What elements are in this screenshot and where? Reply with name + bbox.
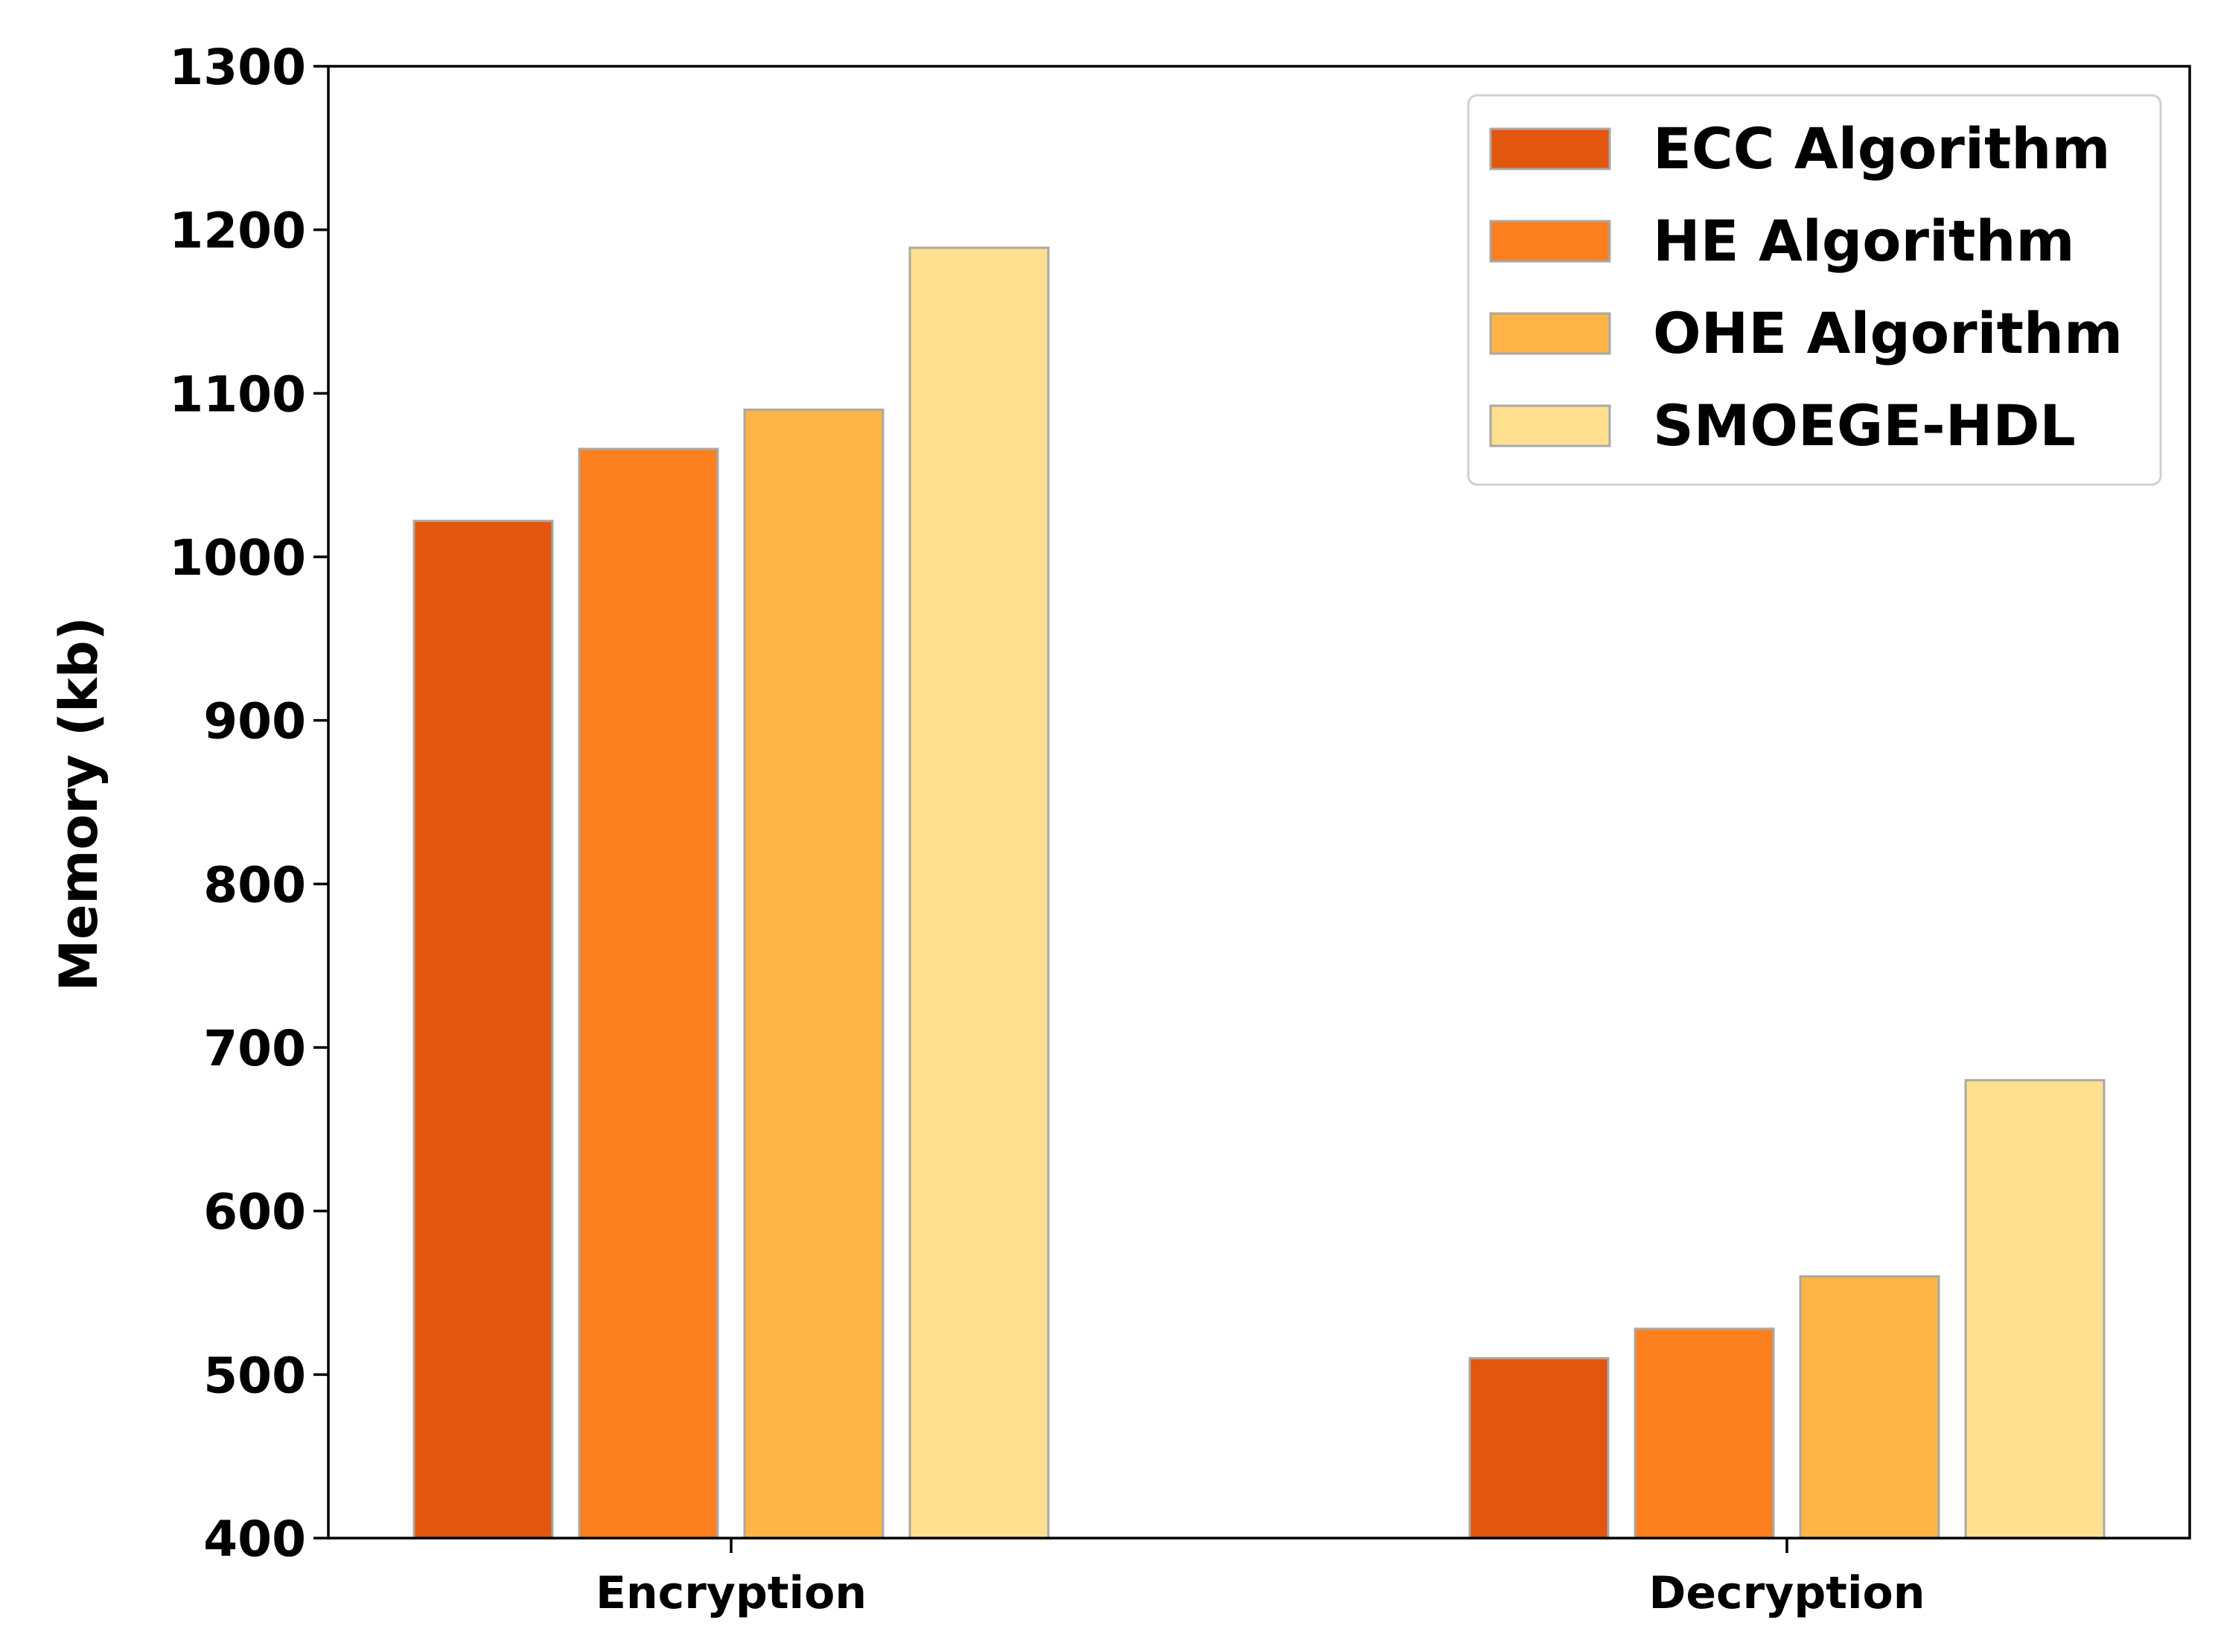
y-tick-label: 1100 <box>169 366 306 423</box>
bar-he-algorithm-decryption <box>1634 1327 1775 1540</box>
plot-frame <box>327 65 2191 1540</box>
legend-label: OHE Algorithm <box>1653 300 2123 366</box>
y-tick-label: 400 <box>203 1511 306 1568</box>
y-tick-label: 700 <box>203 1020 306 1077</box>
y-tick-label: 500 <box>203 1347 306 1404</box>
y-tick-label: 1300 <box>169 39 306 96</box>
y-tick-label: 600 <box>203 1184 306 1241</box>
bar-he-algorithm-encryption <box>578 447 719 1540</box>
x-axis-ticks: Encryption Decryption <box>596 1538 1925 1619</box>
bar-smoege-hdl-encryption <box>908 246 1050 1540</box>
legend-label: ECC Algorithm <box>1653 115 2111 182</box>
y-tick-label: 900 <box>203 693 306 750</box>
bar-smoege-hdl-decryption <box>1964 1079 2106 1540</box>
x-tick-label: Encryption <box>596 1567 867 1619</box>
x-tick-label: Decryption <box>1649 1567 1925 1619</box>
y-tick-label: 1200 <box>169 202 306 260</box>
legend-swatch <box>1489 404 1611 447</box>
bar-ecc-algorithm-encryption <box>412 520 554 1540</box>
bars-layer <box>412 246 2106 1540</box>
legend-label: HE Algorithm <box>1653 208 2075 274</box>
legend-box <box>1467 94 2162 486</box>
y-axis-ticks: 400 500 600 700 800 900 1000 1100 1200 1300 <box>169 39 328 1568</box>
y-tick-label: 1000 <box>169 529 306 587</box>
bar-ohe-algorithm-encryption <box>743 408 885 1540</box>
y-tick-label: 800 <box>203 856 306 913</box>
legend-swatch <box>1489 220 1611 263</box>
bar-ecc-algorithm-decryption <box>1468 1356 1610 1540</box>
legend-label: SMOEGE-HDL <box>1653 392 2076 459</box>
legend: ECC Algorithm HE Algorithm OHE Algorithm SM… <box>1467 94 2162 486</box>
bar-ohe-algorithm-decryption <box>1799 1275 1940 1540</box>
legend-swatch <box>1489 127 1611 170</box>
legend-swatch <box>1489 312 1611 355</box>
y-axis-label: Memory (kb) <box>48 616 109 991</box>
